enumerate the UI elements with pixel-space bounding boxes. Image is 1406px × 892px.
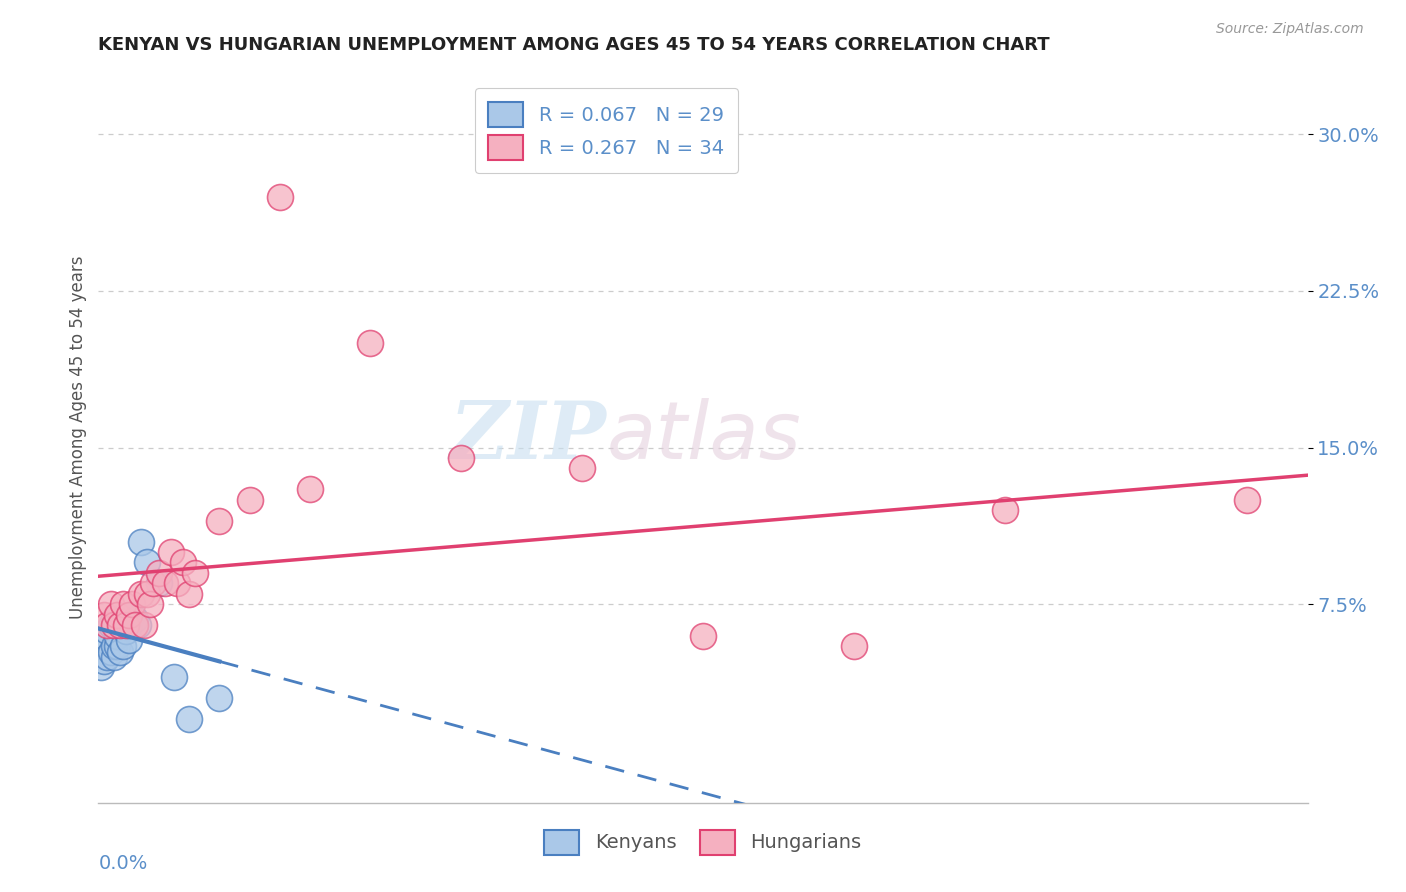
Point: [132, 618, 155, 632]
Point: [93, 607, 115, 622]
Point: [108, 645, 131, 659]
Point: [90, 660, 112, 674]
Point: [118, 607, 141, 622]
Point: [184, 566, 207, 580]
Point: [571, 461, 593, 475]
Point: [135, 556, 157, 570]
Point: [160, 545, 183, 559]
Text: KENYAN VS HUNGARIAN UNEMPLOYMENT AMONG AGES 45 TO 54 YEARS CORRELATION CHART: KENYAN VS HUNGARIAN UNEMPLOYMENT AMONG A…: [98, 36, 1050, 54]
Point: [111, 597, 134, 611]
Y-axis label: Unemployment Among Ages 45 to 54 years: Unemployment Among Ages 45 to 54 years: [69, 255, 87, 619]
Point: [450, 450, 472, 465]
Point: [108, 618, 131, 632]
Point: [118, 618, 141, 632]
Point: [103, 639, 125, 653]
Point: [93, 654, 115, 668]
Point: [127, 618, 149, 632]
Point: [96, 649, 118, 664]
Point: [692, 629, 714, 643]
Point: [103, 618, 125, 632]
Point: [1236, 492, 1258, 507]
Point: [844, 639, 866, 653]
Point: [129, 534, 152, 549]
Point: [299, 483, 322, 497]
Point: [108, 618, 131, 632]
Point: [121, 607, 143, 622]
Point: [129, 587, 152, 601]
Point: [93, 632, 115, 647]
Point: [96, 618, 118, 632]
Point: [994, 503, 1017, 517]
Point: [105, 639, 128, 653]
Point: [142, 576, 165, 591]
Point: [166, 576, 188, 591]
Point: [100, 645, 122, 659]
Point: [239, 492, 262, 507]
Point: [153, 576, 176, 591]
Point: [179, 587, 201, 601]
Point: [114, 624, 136, 639]
Point: [179, 712, 201, 726]
Point: [163, 670, 186, 684]
Point: [118, 632, 141, 647]
Point: [111, 639, 134, 653]
Point: [124, 618, 146, 632]
Point: [100, 597, 122, 611]
Point: [103, 612, 125, 626]
Point: [103, 649, 125, 664]
Point: [172, 556, 194, 570]
Point: [360, 336, 382, 351]
Point: [208, 691, 231, 706]
Point: [105, 629, 128, 643]
Point: [96, 624, 118, 639]
Point: [114, 618, 136, 632]
Point: [100, 618, 122, 632]
Text: atlas: atlas: [606, 398, 801, 476]
Point: [148, 576, 170, 591]
Point: [121, 597, 143, 611]
Text: 0.0%: 0.0%: [98, 854, 148, 873]
Point: [111, 612, 134, 626]
Point: [139, 597, 162, 611]
Point: [135, 587, 157, 601]
Point: [269, 190, 291, 204]
Point: [208, 514, 231, 528]
Text: ZIP: ZIP: [450, 399, 606, 475]
Point: [105, 607, 128, 622]
Legend: Kenyans, Hungarians: Kenyans, Hungarians: [533, 818, 873, 866]
Text: Source: ZipAtlas.com: Source: ZipAtlas.com: [1216, 22, 1364, 37]
Point: [148, 566, 170, 580]
Point: [124, 612, 146, 626]
Point: [90, 639, 112, 653]
